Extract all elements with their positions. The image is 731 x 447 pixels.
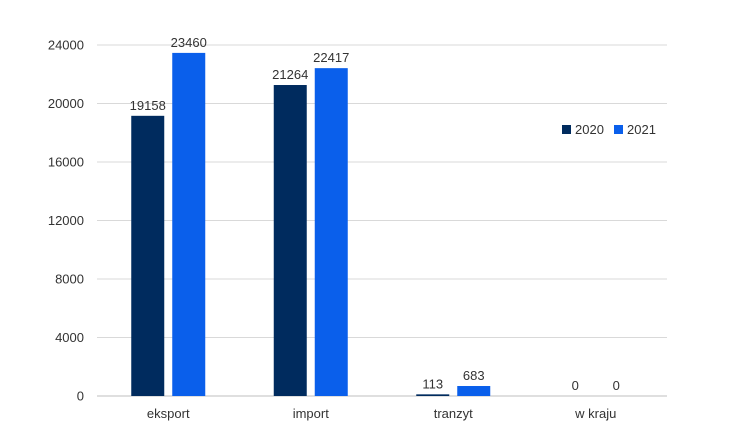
y-tick-label: 8000 bbox=[55, 272, 84, 287]
y-tick-label: 4000 bbox=[55, 330, 84, 345]
data-labels: 19158 23460 21264 22417 113 683 0 0 bbox=[130, 35, 620, 393]
data-label: 19158 bbox=[130, 98, 166, 113]
category-label: eksport bbox=[147, 406, 190, 421]
bars bbox=[131, 52, 491, 397]
category-label: w kraju bbox=[574, 406, 616, 421]
y-tick-label: 12000 bbox=[48, 213, 84, 228]
data-label: 0 bbox=[572, 378, 579, 393]
legend: 2020 2021 bbox=[562, 122, 656, 137]
bar-eksport-2021 bbox=[172, 52, 206, 397]
legend-label-2020: 2020 bbox=[575, 122, 604, 137]
y-tick-label: 0 bbox=[77, 389, 84, 404]
bar-import-2020 bbox=[273, 85, 307, 396]
legend-label-2021: 2021 bbox=[627, 122, 656, 137]
bar-import-2021 bbox=[314, 68, 348, 397]
bar-tranzyt-2020 bbox=[416, 394, 450, 396]
y-tick-label: 20000 bbox=[48, 96, 84, 111]
y-tick-label: 16000 bbox=[48, 155, 84, 170]
data-label: 683 bbox=[463, 368, 485, 383]
category-axis: eksport import tranzyt w kraju bbox=[147, 406, 616, 421]
data-label: 0 bbox=[613, 378, 620, 393]
category-label: import bbox=[293, 406, 330, 421]
data-label: 21264 bbox=[272, 67, 308, 82]
data-label: 22417 bbox=[313, 50, 349, 65]
y-axis-ticks: 0 4000 8000 12000 16000 20000 24000 bbox=[48, 38, 84, 404]
legend-swatch-2021 bbox=[614, 125, 623, 134]
data-label: 113 bbox=[422, 376, 443, 391]
y-tick-label: 24000 bbox=[48, 38, 84, 53]
category-label: tranzyt bbox=[434, 406, 473, 421]
legend-swatch-2020 bbox=[562, 125, 571, 134]
data-label: 23460 bbox=[171, 35, 207, 50]
bar-eksport-2020 bbox=[131, 115, 165, 397]
bar-tranzyt-2021 bbox=[457, 386, 491, 396]
